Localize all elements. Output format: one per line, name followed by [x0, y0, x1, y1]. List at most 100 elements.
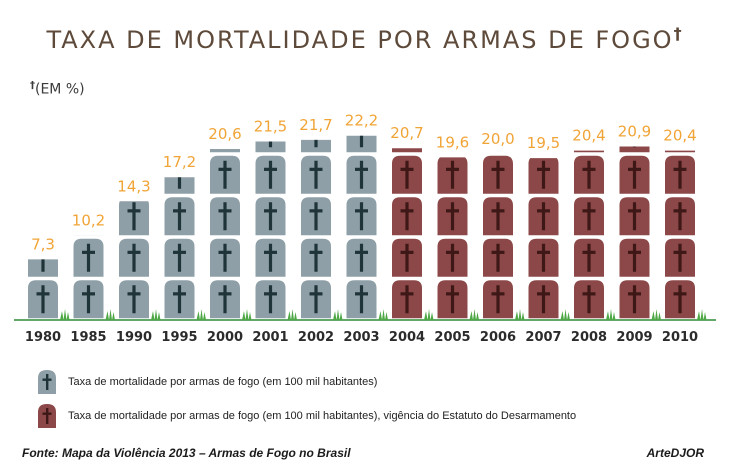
- legend-item-after: Taxa de mortalidade por armas de fogo (e…: [38, 404, 576, 428]
- grass-icon: [151, 309, 161, 320]
- cross-vertical: [496, 243, 500, 272]
- value-label-2009: 20,9: [618, 123, 651, 141]
- cross-horizontal: [537, 209, 550, 213]
- cross-vertical: [632, 202, 637, 231]
- cross-vertical: [86, 243, 91, 272]
- grass-icon: [60, 309, 70, 320]
- cross-horizontal: [582, 250, 596, 254]
- bar-1990: 14,3 1990: [116, 177, 161, 345]
- bar-1995: 17,2 1995: [161, 153, 206, 345]
- cross-vertical: [541, 285, 546, 314]
- cross-horizontal: [309, 250, 323, 254]
- cross-horizontal: [355, 167, 368, 171]
- cross-horizontal: [218, 209, 232, 213]
- cross-vertical: [314, 285, 318, 314]
- cross-vertical: [359, 243, 364, 272]
- cross-vertical: [177, 285, 182, 314]
- cross-horizontal: [400, 209, 414, 213]
- cross-horizontal: [446, 250, 459, 254]
- grass-icon: [469, 309, 479, 320]
- cross-vertical: [450, 160, 455, 189]
- cross-vertical: [541, 202, 546, 231]
- cross-horizontal: [446, 292, 459, 296]
- cross-horizontal: [127, 250, 141, 254]
- cross-vertical: [587, 160, 591, 189]
- cross-vertical: [405, 202, 409, 231]
- cross-horizontal: [491, 292, 505, 296]
- tombstone-red-icon: [38, 404, 56, 428]
- bar-2000: 20,6 2000: [207, 125, 252, 345]
- grass-icon: [697, 309, 707, 320]
- cross-horizontal: [491, 167, 505, 171]
- value-label-2010: 20,4: [663, 127, 696, 145]
- cross-vertical: [177, 202, 182, 231]
- cross-vertical: [223, 160, 227, 189]
- cross-vertical: [405, 243, 409, 272]
- tick-label-2004: 2004: [389, 330, 425, 345]
- value-label-2002: 21,7: [299, 116, 332, 134]
- cross-vertical: [359, 135, 364, 148]
- cross-vertical: [132, 285, 136, 314]
- tick-label-2005: 2005: [434, 330, 470, 345]
- cross-horizontal: [582, 167, 596, 171]
- cross-horizontal: [82, 250, 95, 254]
- cross-vertical: [359, 202, 364, 231]
- cross-horizontal: [628, 209, 641, 213]
- cross-horizontal: [355, 292, 368, 296]
- value-label-2003: 22,2: [345, 112, 378, 130]
- cross-vertical: [405, 160, 409, 189]
- bar-2007: 19,5 2007: [525, 134, 570, 345]
- cross-horizontal: [537, 250, 550, 254]
- value-label-2008: 20,4: [572, 127, 605, 145]
- bar-1980: 7,3 1980: [25, 235, 70, 345]
- cross-horizontal: [491, 250, 505, 254]
- bar-2010: 20,4 2010: [662, 127, 707, 345]
- cross-horizontal: [218, 292, 232, 296]
- cross-vertical: [41, 259, 45, 272]
- cross-horizontal: [309, 167, 323, 171]
- cross-horizontal: [264, 167, 277, 171]
- bar-2008: 20,4 2008: [571, 127, 616, 345]
- cross-horizontal: [673, 209, 687, 213]
- legend-label-after: Taxa de mortalidade por armas de fogo (e…: [68, 410, 577, 422]
- cross-vertical: [632, 146, 637, 148]
- cross-horizontal: [264, 250, 277, 254]
- cross-horizontal: [628, 167, 641, 171]
- grass-icon: [606, 309, 616, 320]
- cross-horizontal: [537, 167, 550, 171]
- value-label-1985: 10,2: [72, 211, 105, 229]
- cross-vertical: [632, 285, 637, 314]
- tick-label-2003: 2003: [343, 330, 379, 345]
- cross-vertical: [268, 243, 273, 272]
- cross-vertical: [450, 285, 455, 314]
- tick-label-1990: 1990: [116, 330, 152, 345]
- grass-icon: [333, 309, 343, 320]
- cross-horizontal: [82, 292, 95, 296]
- source-note: Fonte: Mapa da Violência 2013 – Armas de…: [22, 446, 351, 460]
- tombstone: [574, 150, 604, 153]
- bar-2004: 20,7 2004: [389, 124, 434, 345]
- value-label-1990: 14,3: [117, 177, 150, 195]
- cross-horizontal: [491, 209, 505, 213]
- grass-icon: [651, 309, 661, 320]
- grass-icon: [424, 309, 434, 320]
- cross-vertical: [678, 243, 682, 272]
- cross-vertical: [678, 202, 682, 231]
- cross-vertical: [678, 160, 682, 189]
- bar-2009: 20,9 2009: [616, 123, 661, 345]
- cross-vertical: [587, 202, 591, 231]
- credit-label: ArteDJOR: [646, 446, 704, 460]
- grass-icon: [196, 309, 206, 320]
- cross-vertical: [541, 243, 546, 272]
- cross-vertical: [268, 202, 273, 231]
- grass-icon: [515, 309, 525, 320]
- cross-horizontal: [446, 209, 459, 213]
- cross-vertical: [405, 285, 409, 314]
- tombstone: [665, 150, 695, 153]
- cross-horizontal: [628, 292, 641, 296]
- tombstone: [619, 146, 650, 153]
- cross-vertical: [359, 160, 364, 189]
- cross-vertical: [314, 139, 318, 148]
- cross-horizontal: [582, 292, 596, 296]
- cross-horizontal: [264, 209, 277, 213]
